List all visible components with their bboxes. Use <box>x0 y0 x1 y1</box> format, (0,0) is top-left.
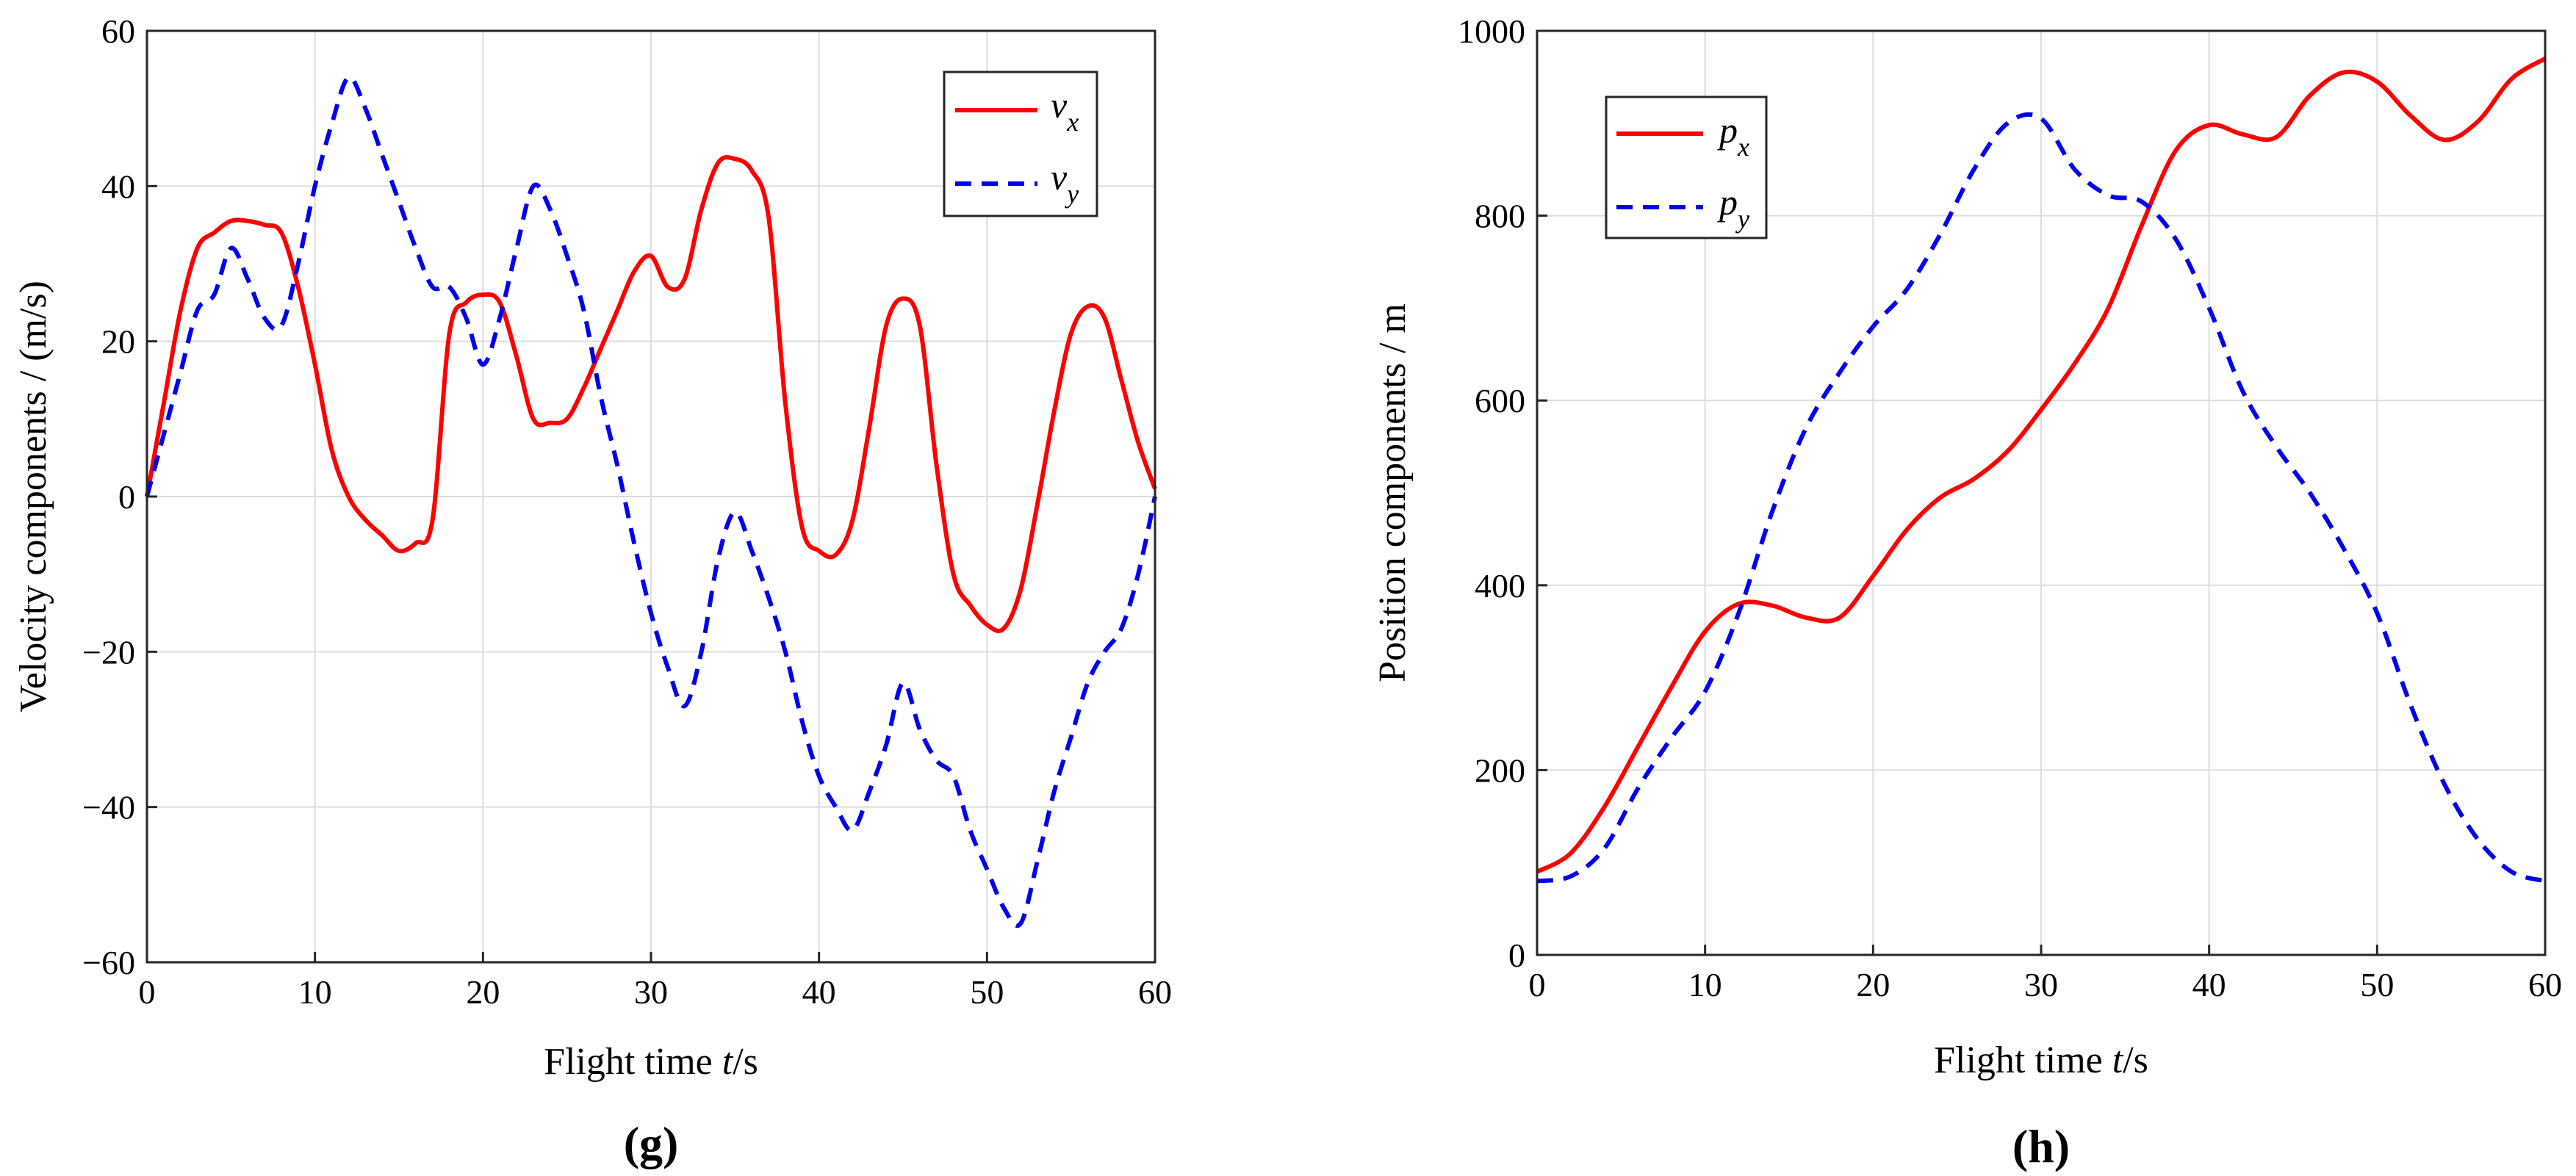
x-tick-label: 30 <box>2024 966 2058 1003</box>
series-lines <box>145 75 1157 928</box>
x-axis-label: Flight time t/s <box>544 1041 758 1083</box>
y-tick-label: 60 <box>101 12 135 50</box>
x-tick-label: 50 <box>970 973 1004 1011</box>
x-label-var: t <box>722 1041 734 1083</box>
x-axis-ticks: 0 10 20 30 40 50 60 <box>139 952 1172 1011</box>
panel-label: (h) <box>2012 1120 2070 1172</box>
panel-label: (g) <box>624 1117 679 1169</box>
y-axis-ticks: 0 200 400 600 800 1000 <box>1458 12 1547 974</box>
x-tick-label: 60 <box>1138 973 1172 1011</box>
x-tick-label: 0 <box>1529 966 1546 1003</box>
x-tick-label: 10 <box>1688 966 1722 1003</box>
legend-box <box>1605 95 1768 239</box>
y-tick-label: −20 <box>82 633 135 671</box>
series-line-vx <box>145 155 1157 633</box>
y-tick-label: 0 <box>1508 937 1525 974</box>
y-tick-label: 20 <box>101 323 135 361</box>
y-tick-label: 40 <box>101 167 135 205</box>
y-axis-ticks: −60 −40 −20 0 20 40 60 <box>82 12 157 981</box>
x-tick-label: 0 <box>139 973 156 1011</box>
x-label-text: Flight time <box>1934 1039 2112 1081</box>
x-label-unit: /s <box>733 1041 758 1083</box>
y-tick-label: 200 <box>1475 751 1525 789</box>
x-label-unit: /s <box>2123 1039 2148 1081</box>
x-tick-label: 40 <box>802 973 836 1011</box>
series-line-vy <box>145 75 1157 928</box>
y-tick-label: 400 <box>1475 567 1525 605</box>
x-label-text: Flight time <box>544 1041 722 1083</box>
legend-text-py: py <box>1717 181 1749 234</box>
x-tick-label: 40 <box>2192 966 2226 1003</box>
y-tick-label: −40 <box>82 789 135 826</box>
x-tick-label: 60 <box>2528 966 2562 1003</box>
legend: vx vy <box>943 71 1098 217</box>
x-tick-label: 20 <box>1856 966 1890 1003</box>
y-axis-label: Velocity components / (m/s) <box>12 281 54 713</box>
legend: px py <box>1605 95 1768 239</box>
x-tick-label: 30 <box>634 973 668 1011</box>
y-tick-label: 600 <box>1475 382 1525 419</box>
x-label-var: t <box>2112 1039 2124 1081</box>
legend-box <box>943 71 1098 217</box>
legend-text-px: px <box>1717 109 1749 162</box>
series-lines <box>1536 57 2547 884</box>
series-line-py <box>1536 112 2546 884</box>
series-line-px <box>1536 57 2547 874</box>
y-axis-label: Position components / m <box>1372 303 1414 682</box>
chart-panel-velocity: 0 10 20 30 40 50 60 −60 −40 −20 0 20 40 60 Flight ti… <box>12 12 1172 1169</box>
y-tick-label: 800 <box>1475 198 1525 235</box>
y-tick-label: 1000 <box>1458 12 1525 50</box>
legend-text-vy: vy <box>1051 156 1079 209</box>
y-tick-label: −60 <box>82 944 135 981</box>
x-tick-label: 20 <box>466 973 500 1011</box>
x-axis-ticks: 0 10 20 30 40 50 60 <box>1529 945 2562 1003</box>
chart-panel-position: 0 10 20 30 40 50 60 0 200 400 600 800 1000 Flight t… <box>1372 12 2562 1172</box>
x-tick-label: 50 <box>2360 966 2394 1003</box>
x-axis-label: Flight time t/s <box>1934 1039 2148 1081</box>
legend-text-vx: vx <box>1051 84 1079 137</box>
x-tick-label: 10 <box>298 973 332 1011</box>
y-tick-label: 0 <box>118 478 135 516</box>
